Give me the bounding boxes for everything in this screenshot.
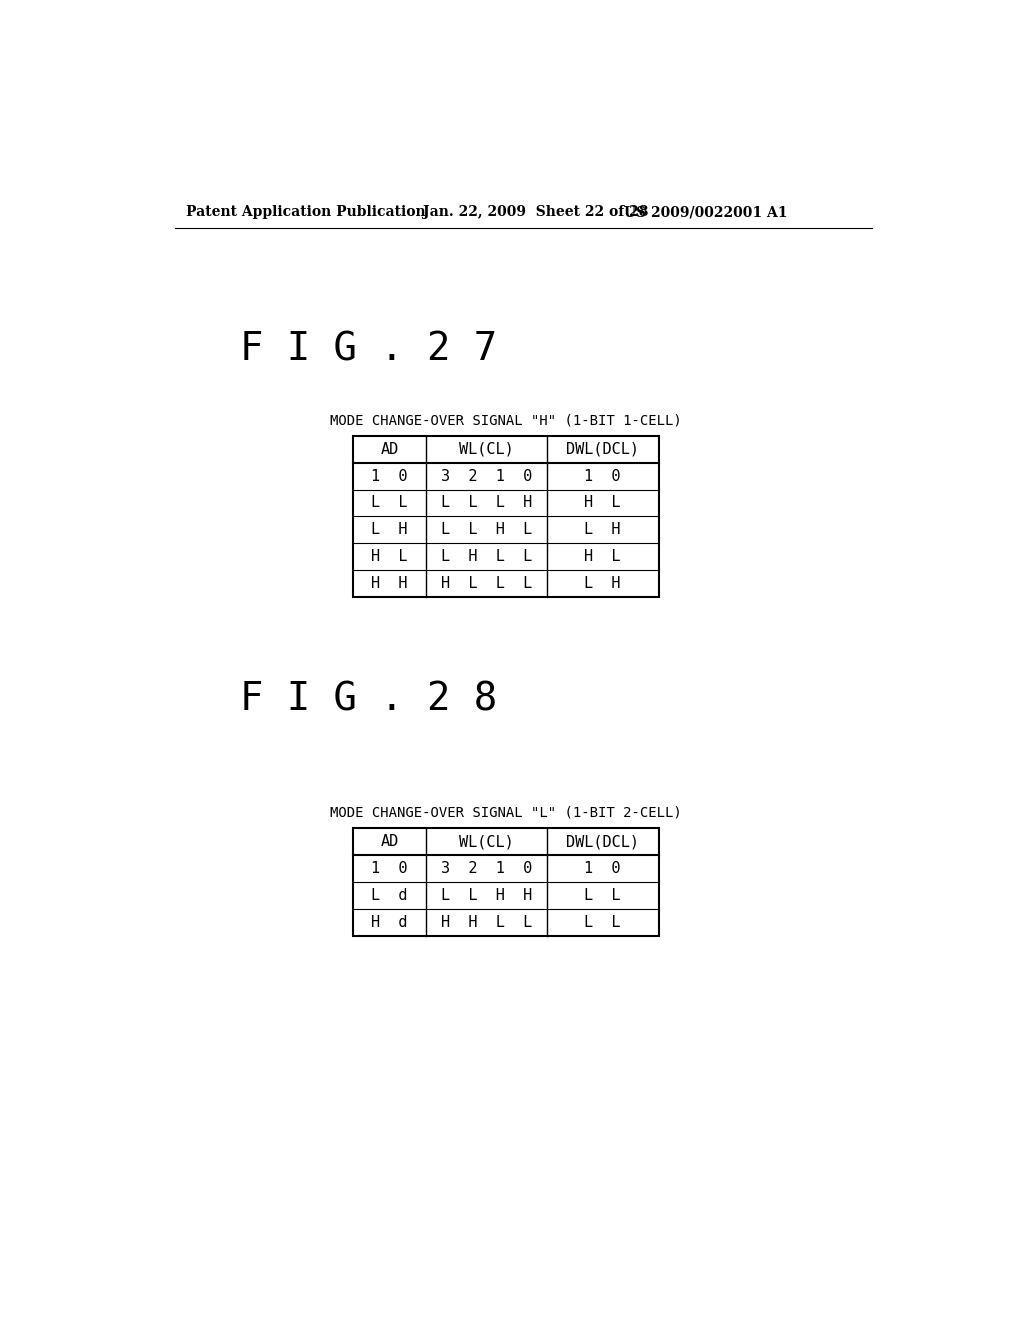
Text: AD: AD [381,834,398,849]
Text: 1  0: 1 0 [585,469,621,483]
Text: DWL(DCL): DWL(DCL) [566,834,639,849]
Text: L  H: L H [585,523,621,537]
Text: F I G . 2 8: F I G . 2 8 [241,681,498,718]
Text: H  H: H H [372,577,408,591]
Text: 3  2  1  0: 3 2 1 0 [440,469,532,483]
Text: 1  0: 1 0 [372,861,408,876]
Text: L  H  L  L: L H L L [440,549,532,565]
Text: US 2009/0022001 A1: US 2009/0022001 A1 [624,206,787,219]
Text: L  L: L L [585,888,621,903]
Bar [352,436,658,598]
Text: L  L  H  L: L L H L [440,523,532,537]
Text: AD: AD [381,442,398,457]
Text: L  H: L H [372,523,408,537]
Text: Patent Application Publication: Patent Application Publication [186,206,426,219]
Text: L  d: L d [372,888,408,903]
Bar [352,829,658,936]
Text: L  L: L L [372,495,408,511]
Text: Jan. 22, 2009  Sheet 22 of 28: Jan. 22, 2009 Sheet 22 of 28 [423,206,648,219]
Text: 1  0: 1 0 [585,861,621,876]
Text: L  L  L  H: L L L H [440,495,532,511]
Text: L  H: L H [585,577,621,591]
Text: 1  0: 1 0 [372,469,408,483]
Text: H  d: H d [372,915,408,931]
Text: H  L  L  L: H L L L [440,577,532,591]
Text: H  L: H L [372,549,408,565]
Text: WL(CL): WL(CL) [459,834,514,849]
Text: L  L: L L [585,915,621,931]
Text: H  L: H L [585,549,621,565]
Text: 3  2  1  0: 3 2 1 0 [440,861,532,876]
Text: F I G . 2 7: F I G . 2 7 [241,330,498,368]
Text: L  L  H  H: L L H H [440,888,532,903]
Text: MODE CHANGE-OVER SIGNAL "H" (1-BIT 1-CELL): MODE CHANGE-OVER SIGNAL "H" (1-BIT 1-CEL… [330,413,682,428]
Text: MODE CHANGE-OVER SIGNAL "L" (1-BIT 2-CELL): MODE CHANGE-OVER SIGNAL "L" (1-BIT 2-CEL… [330,807,682,820]
Text: H  H  L  L: H H L L [440,915,532,931]
Text: DWL(DCL): DWL(DCL) [566,442,639,457]
Text: WL(CL): WL(CL) [459,442,514,457]
Text: H  L: H L [585,495,621,511]
